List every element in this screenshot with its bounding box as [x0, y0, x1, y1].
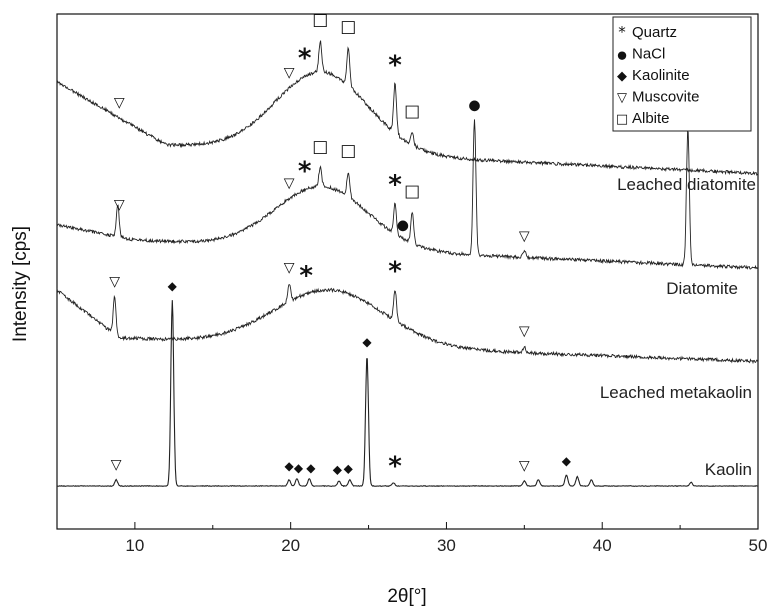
series-line-1 — [56, 40, 759, 176]
phase-marker: ▽ — [519, 458, 530, 474]
phase-marker: ▽ — [284, 65, 295, 81]
series-label-2: Diatomite — [666, 279, 738, 298]
y-axis-title: Intensity [cps] — [10, 226, 31, 342]
x-axis-title: 2θ[°] — [387, 586, 426, 607]
legend-label: Kaolinite — [632, 67, 690, 84]
series-layer — [56, 40, 759, 488]
series-line-3 — [56, 284, 759, 365]
phase-marker: □ — [340, 17, 356, 37]
phase-marker: ● — [468, 98, 480, 114]
legend-symbol: ● — [617, 49, 627, 62]
x-tick-label: 10 — [125, 536, 144, 555]
phase-marker: □ — [340, 141, 356, 161]
legend-symbol: ▽ — [617, 91, 627, 106]
phase-marker: ▽ — [284, 260, 295, 276]
series-label-layer: Leached diatomite Diatomite Leached metaka… — [600, 175, 756, 479]
legend-label: Albite — [632, 110, 670, 127]
x-tick-label: 40 — [593, 536, 612, 555]
phase-marker: □ — [312, 10, 328, 30]
phase-marker: ▽ — [111, 457, 122, 473]
phase-marker: ◆ — [284, 459, 294, 473]
legend-symbol: * — [618, 23, 626, 41]
series-label-3: Leached metakaolin — [600, 383, 752, 402]
phase-marker: ▽ — [114, 197, 125, 213]
phase-marker: * — [299, 261, 313, 291]
phase-marker: ◆ — [562, 454, 572, 468]
phase-marker: * — [388, 451, 402, 481]
legend-box — [612, 16, 752, 132]
phase-marker: ◆ — [168, 279, 178, 293]
phase-marker: □ — [312, 137, 328, 157]
series-label-4: Kaolin — [705, 460, 752, 479]
phase-marker: ◆ — [344, 462, 354, 476]
legend-symbol: ◆ — [617, 69, 627, 84]
phase-marker: ▽ — [519, 324, 530, 340]
phase-marker: ▽ — [109, 274, 120, 290]
legend-items: * Quartz ● NaCl ◆ Kaolinite ▽ Muscovite □ Albite — [616, 23, 700, 127]
series-line-2 — [56, 119, 759, 270]
x-tick-label: 50 — [749, 536, 768, 555]
series-label-1: Leached diatomite — [617, 175, 756, 194]
phase-marker: ▽ — [114, 95, 125, 111]
phase-marker: □ — [404, 102, 420, 122]
phase-marker: * — [388, 257, 402, 287]
phase-marker: ● — [397, 218, 409, 234]
x-tick-label: 20 — [281, 536, 300, 555]
legend: * Quartz ● NaCl ◆ Kaolinite ▽ Muscovite □ Albite — [612, 16, 752, 132]
phase-marker: ◆ — [362, 335, 372, 349]
phase-marker: ▽ — [519, 228, 530, 244]
phase-marker: □ — [404, 181, 420, 201]
legend-symbol: □ — [616, 112, 628, 127]
legend-label: Muscovite — [632, 89, 700, 106]
phase-marker: ◆ — [294, 461, 304, 475]
tick-layer: 10 20 30 40 50 — [56, 522, 768, 555]
phase-marker: * — [388, 50, 402, 80]
phase-marker: ◆ — [306, 461, 316, 475]
series-line-4 — [56, 300, 759, 488]
legend-label: NaCl — [632, 46, 665, 63]
x-tick-label: 30 — [437, 536, 456, 555]
annotation-layer: ▽▽*□□*□▽▽*□□*●□●▽●▽▽**▽▽◆◆◆◆◆◆◆*▽◆ — [109, 10, 694, 481]
phase-marker: * — [298, 43, 312, 73]
phase-marker: * — [298, 157, 312, 187]
phase-marker: ▽ — [284, 176, 295, 192]
phase-marker: * — [388, 170, 402, 200]
plot-frame — [56, 13, 759, 530]
legend-label: Quartz — [632, 24, 677, 41]
phase-marker: ◆ — [333, 462, 343, 476]
